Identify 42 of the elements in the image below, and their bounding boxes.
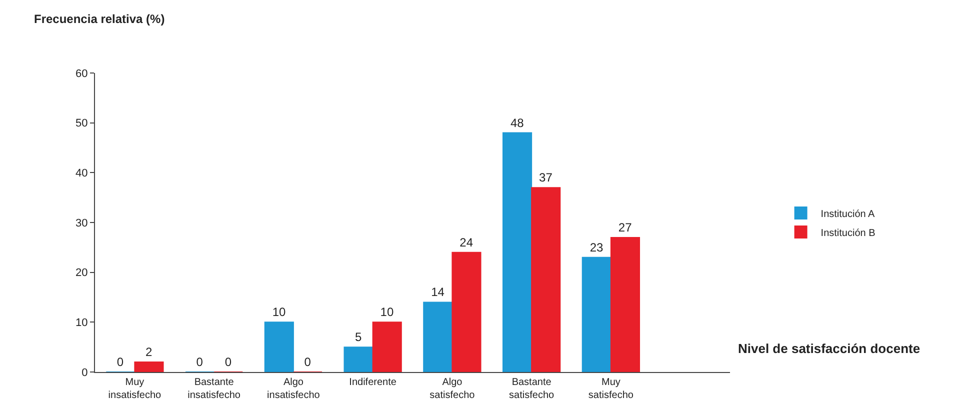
- x-tick-label: Algo satisfecho: [430, 377, 476, 401]
- data-label: 0: [116, 355, 124, 369]
- data-label: 2: [145, 345, 152, 360]
- data-label: 0: [196, 355, 204, 369]
- x-tick-label: Indiferente: [349, 377, 397, 388]
- data-label: 0: [304, 355, 312, 369]
- bar: [372, 322, 402, 372]
- bar: [452, 252, 482, 372]
- y-tick-label: 0: [82, 366, 88, 379]
- bar: [610, 236, 640, 372]
- x-axis-title: Nivel de satisfacción docente: [738, 341, 920, 356]
- x-tick-label: Muy insatisfecho: [108, 377, 162, 401]
- y-tick-label: 20: [76, 267, 88, 280]
- y-tick-label: 30: [76, 217, 88, 230]
- bar: [344, 346, 374, 372]
- x-tick-label: Algo insatisfecho: [267, 377, 320, 401]
- bar: [582, 256, 612, 372]
- legend-label: Institución B: [820, 228, 876, 239]
- data-label: 48: [510, 116, 524, 130]
- bar: [264, 322, 294, 372]
- data-label: 10: [272, 305, 286, 320]
- data-label: 27: [618, 220, 632, 234]
- y-tick-label: 10: [76, 317, 88, 330]
- data-label: 37: [539, 170, 553, 185]
- bar: [502, 132, 532, 372]
- bar: [423, 302, 453, 372]
- data-label: 0: [224, 355, 232, 369]
- bar: [134, 362, 164, 372]
- data-label: 24: [460, 235, 474, 250]
- legend-label: Institución A: [820, 208, 876, 220]
- x-tick-label: Bastante satisfecho: [509, 377, 555, 401]
- data-label: 10: [380, 305, 394, 320]
- y-tick-label: 60: [76, 68, 88, 80]
- data-label: 23: [590, 240, 604, 254]
- bar: [531, 187, 561, 372]
- data-label: 5: [355, 330, 362, 344]
- x-tick-label: Muy satisfecho: [588, 377, 634, 401]
- x-tick-label: Bastante insatisfecho: [188, 377, 241, 401]
- y-tick-label: 50: [76, 118, 88, 130]
- y-axis-title: Frecuencia relativa (%): [34, 12, 165, 26]
- data-label: 14: [431, 285, 445, 300]
- y-tick-label: 40: [76, 168, 88, 180]
